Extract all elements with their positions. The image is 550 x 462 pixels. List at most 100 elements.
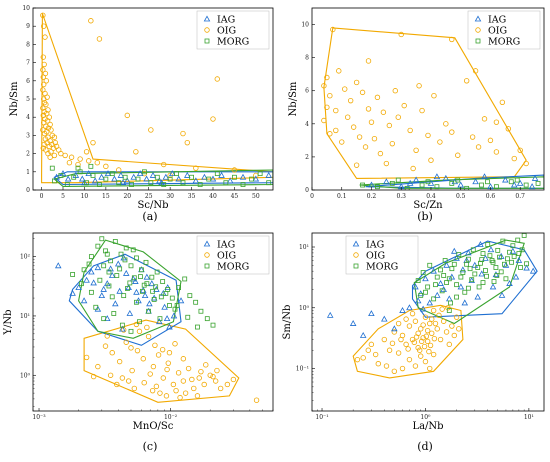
point-oig: [40, 54, 46, 60]
y-tick-label: 1: [26, 169, 30, 176]
point-oig: [182, 390, 189, 396]
point-morg: [210, 322, 216, 328]
hull-iag: [411, 240, 538, 318]
point-morg: [154, 174, 160, 180]
plot-area-c: [54, 236, 260, 403]
point-iag: [442, 174, 450, 181]
point-oig: [395, 114, 401, 120]
point-iag: [472, 178, 479, 185]
point-oig: [443, 329, 450, 335]
point-oig: [399, 365, 406, 372]
series-oig: [83, 321, 260, 403]
point-iag: [112, 300, 119, 307]
point-oig: [152, 342, 158, 349]
point-iag: [148, 280, 156, 287]
point-morg: [150, 288, 156, 294]
point-oig: [103, 163, 109, 170]
point-oig: [133, 321, 140, 328]
series-morg: [49, 163, 272, 187]
point-oig: [383, 363, 390, 369]
point-iag: [192, 177, 200, 184]
panel-label: (d): [417, 440, 433, 453]
point-morg: [122, 174, 128, 180]
point-morg: [127, 280, 133, 286]
point-morg: [438, 267, 443, 273]
y-tick-label: 3: [26, 132, 30, 139]
point-oig: [365, 106, 372, 112]
point-iag: [91, 177, 99, 184]
point-morg: [176, 285, 181, 291]
point-iag: [412, 176, 420, 183]
point-morg: [232, 174, 237, 180]
point-iag: [209, 175, 217, 182]
point-oig: [150, 363, 157, 370]
point-oig: [41, 23, 47, 29]
point-iag: [108, 271, 116, 278]
point-oig: [406, 323, 413, 329]
point-iag: [88, 268, 95, 275]
x-tick-label: 35: [188, 193, 196, 200]
series-oig: [321, 26, 529, 172]
point-iag: [125, 284, 132, 291]
point-iag: [502, 261, 510, 268]
point-iag: [506, 280, 513, 286]
x-tick-label: 10⁰: [420, 414, 431, 421]
point-iag: [175, 175, 182, 182]
point-morg: [116, 180, 122, 186]
point-morg: [139, 288, 145, 294]
point-oig: [43, 78, 49, 84]
point-oig: [377, 150, 384, 157]
point-morg: [109, 171, 115, 177]
point-oig: [368, 341, 375, 348]
plot-area-d: [326, 233, 538, 379]
point-iag: [141, 292, 149, 299]
point-morg: [434, 274, 440, 280]
point-morg: [458, 274, 464, 280]
point-iag: [54, 262, 62, 269]
point-oig: [353, 162, 360, 168]
point-oig: [104, 333, 110, 339]
point-oig: [391, 329, 398, 335]
point-oig: [109, 350, 115, 356]
point-oig: [184, 139, 190, 146]
point-oig: [193, 165, 199, 171]
point-oig: [374, 94, 381, 101]
plot-area-b: [321, 26, 544, 190]
point-iag: [437, 280, 444, 286]
y-tick-label: 8: [305, 55, 309, 62]
point-morg: [483, 268, 488, 273]
point-iag: [457, 181, 464, 188]
point-oig: [380, 109, 387, 115]
point-oig: [321, 117, 327, 124]
point-iag: [446, 295, 453, 302]
point-iag: [391, 325, 398, 332]
point-oig: [148, 127, 154, 133]
point-morg: [249, 176, 254, 182]
point-oig: [429, 330, 435, 336]
point-iag: [100, 285, 107, 292]
y-axis-label: Sm/Nb: [282, 305, 293, 340]
point-oig: [412, 363, 419, 369]
point-morg: [472, 271, 478, 277]
legend-label-oig: OIG: [217, 25, 236, 36]
point-morg: [523, 182, 529, 188]
point-oig: [40, 105, 46, 111]
point-oig: [41, 81, 47, 88]
point-oig: [75, 161, 81, 168]
point-iag: [349, 320, 357, 326]
point-oig: [359, 89, 366, 96]
point-morg: [75, 165, 81, 171]
point-oig: [203, 362, 209, 368]
point-oig: [445, 305, 451, 311]
point-morg: [494, 273, 500, 278]
x-axis-label: Sc/Zn: [413, 200, 443, 211]
point-oig: [125, 378, 132, 384]
point-morg: [117, 266, 123, 272]
point-oig: [77, 156, 83, 162]
point-oig: [413, 334, 420, 340]
point-oig: [107, 372, 114, 378]
point-iag: [184, 171, 191, 178]
point-morg: [174, 171, 179, 177]
point-iag: [359, 331, 367, 338]
